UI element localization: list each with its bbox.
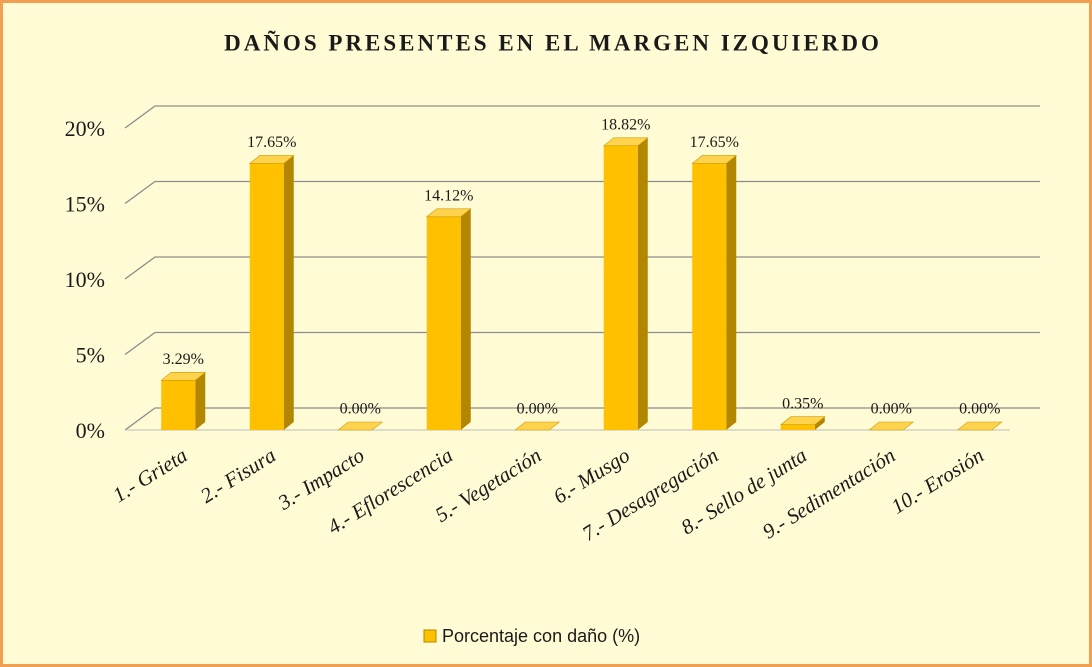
legend: Porcentaje con daño (%) [423, 626, 640, 646]
bar-front [426, 216, 461, 430]
data-label: 0.35% [782, 395, 823, 412]
bar-top [425, 208, 472, 218]
data-label: 0.00% [959, 401, 1000, 418]
bar-front [692, 163, 727, 431]
bar-top [779, 416, 826, 426]
data-label: 0.00% [340, 401, 381, 418]
y-tick-label: 20% [65, 116, 105, 141]
bar-side [637, 137, 648, 430]
data-label: 14.12% [424, 187, 473, 204]
bar-top [956, 421, 1003, 431]
bar-top [691, 155, 738, 164]
bar [248, 155, 295, 431]
bar-front [161, 380, 196, 430]
bar-front [780, 424, 815, 430]
bar-side [814, 416, 825, 430]
grid-line [124, 407, 1040, 431]
bar-top [868, 421, 915, 431]
data-label: 17.65% [690, 134, 739, 151]
bar [337, 421, 384, 431]
bar [691, 155, 738, 431]
grid-line [124, 256, 1040, 280]
y-tick-label: 5% [76, 343, 105, 368]
legend-swatch [423, 629, 437, 643]
grid-line [124, 105, 1040, 129]
bar-side [195, 372, 206, 430]
bar-front [603, 145, 638, 430]
data-label: 17.65% [247, 134, 296, 151]
bar-top [514, 421, 561, 431]
bar [160, 372, 207, 430]
bar [602, 137, 649, 430]
data-label: 18.82% [601, 116, 650, 133]
bar [425, 208, 472, 430]
bar-top [337, 421, 384, 431]
bar [868, 421, 915, 431]
y-tick-label: 0% [76, 418, 105, 443]
bar-front [249, 163, 284, 431]
bar-side [283, 155, 294, 431]
bar-top [160, 372, 207, 381]
bar-top [602, 137, 649, 147]
bar-side [726, 155, 737, 431]
data-label: 0.00% [871, 401, 912, 418]
bar-side [460, 208, 471, 430]
data-label: 0.00% [517, 401, 558, 418]
legend-label: Porcentaje con daño (%) [442, 626, 640, 646]
data-label: 3.29% [163, 351, 204, 368]
chart-title: DAÑOS PRESENTES EN EL MARGEN IZQUIERDO [224, 30, 882, 55]
y-tick-label: 10% [65, 267, 105, 292]
bar [956, 421, 1003, 431]
grid-line [124, 331, 1040, 356]
bar [779, 416, 826, 430]
bar-top [248, 155, 295, 164]
bar [514, 421, 561, 431]
grid-line [124, 180, 1040, 205]
y-tick-label: 15% [65, 192, 105, 217]
